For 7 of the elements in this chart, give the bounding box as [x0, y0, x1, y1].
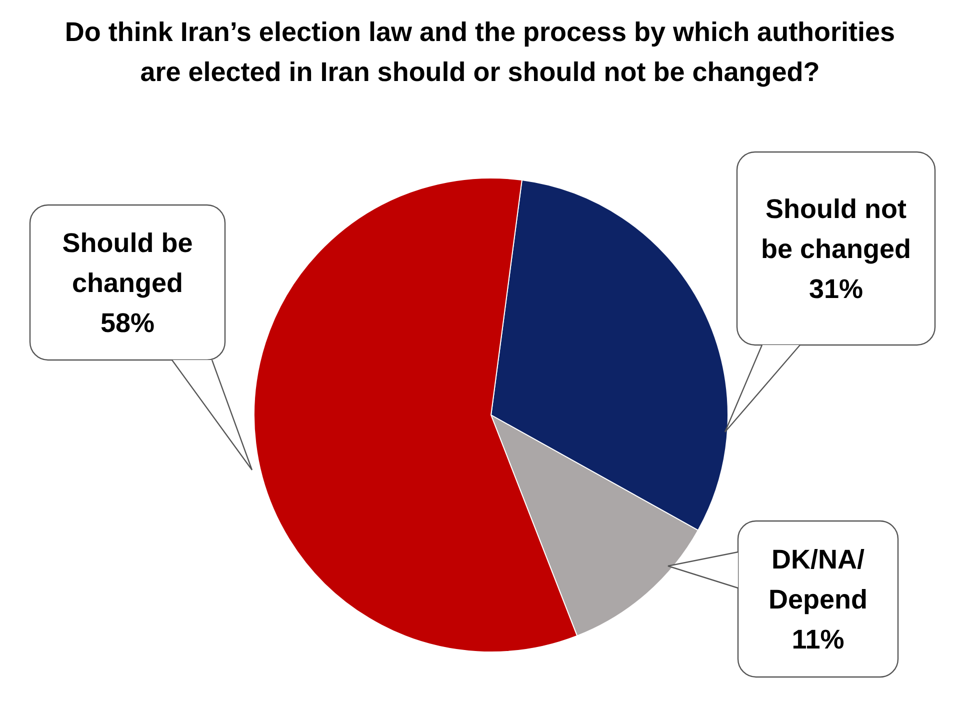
data-label: 58% [100, 308, 155, 338]
data-label: 31% [808, 274, 864, 304]
slice-label: Should be changed [62, 228, 193, 298]
data-label: 11% [792, 624, 844, 654]
slice-label: DK/NA/ Depend [768, 544, 868, 614]
slice-label: Should not be changed [760, 194, 912, 264]
chart-title: Do think Iran’s election law and the process by which authorities are elected in Iran should or should not be changed? [64, 16, 896, 89]
